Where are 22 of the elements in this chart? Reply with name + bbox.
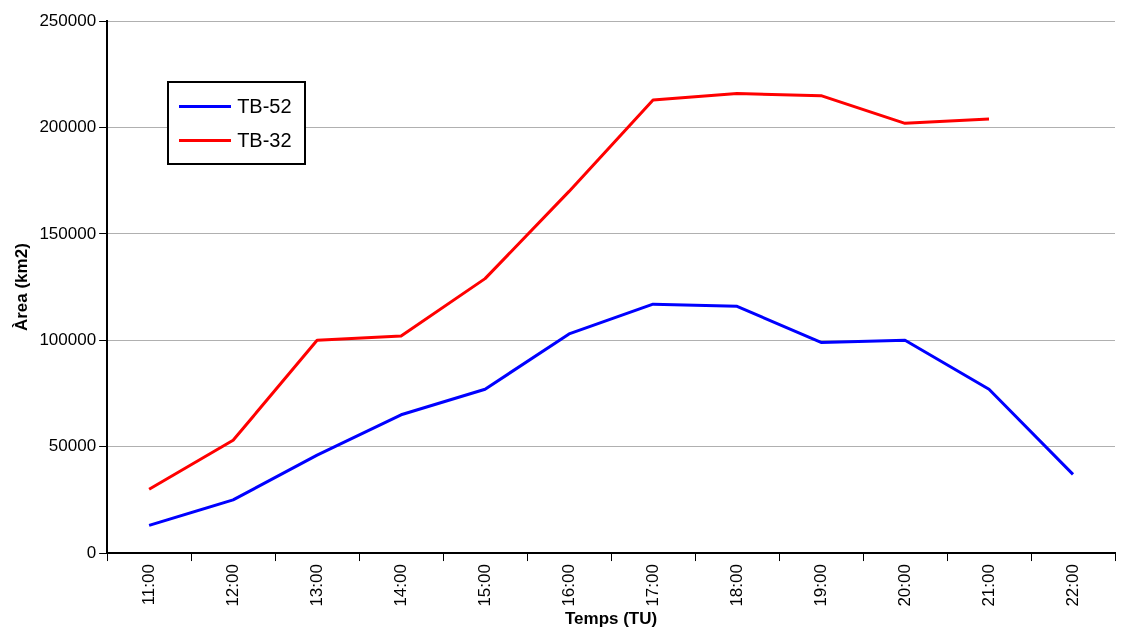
x-tick-label: 13:00 bbox=[306, 564, 326, 607]
y-tick-label: 100000 bbox=[39, 330, 97, 349]
x-tick-label: 18:00 bbox=[726, 564, 746, 607]
y-axis-title: Àrea (km2) bbox=[11, 243, 31, 332]
x-axis-title: Temps (TU) bbox=[564, 609, 658, 629]
x-tick-label: 19:00 bbox=[810, 564, 830, 607]
x-tick-label: 15:00 bbox=[474, 564, 494, 607]
x-tick-label: 16:00 bbox=[558, 564, 578, 607]
legend-label: TB-52 bbox=[237, 94, 292, 118]
x-tick-label: 20:00 bbox=[894, 564, 914, 607]
x-tick-label: 11:00 bbox=[138, 564, 158, 606]
y-tick-label: 50000 bbox=[48, 436, 97, 456]
x-tick-label: 14:00 bbox=[390, 564, 410, 607]
x-tick-label: 22:00 bbox=[1062, 564, 1082, 607]
y-tick-label: 250000 bbox=[39, 10, 97, 30]
y-tick-label: 150000 bbox=[39, 223, 97, 243]
y-tick-label: 0 bbox=[86, 542, 97, 562]
y-tick-label: 200000 bbox=[39, 117, 97, 137]
legend-label: TB-32 bbox=[237, 128, 292, 152]
x-tick-label: 17:00 bbox=[642, 564, 662, 607]
x-tick-label: 12:00 bbox=[222, 564, 242, 607]
x-tick-label: 21:00 bbox=[978, 564, 998, 607]
